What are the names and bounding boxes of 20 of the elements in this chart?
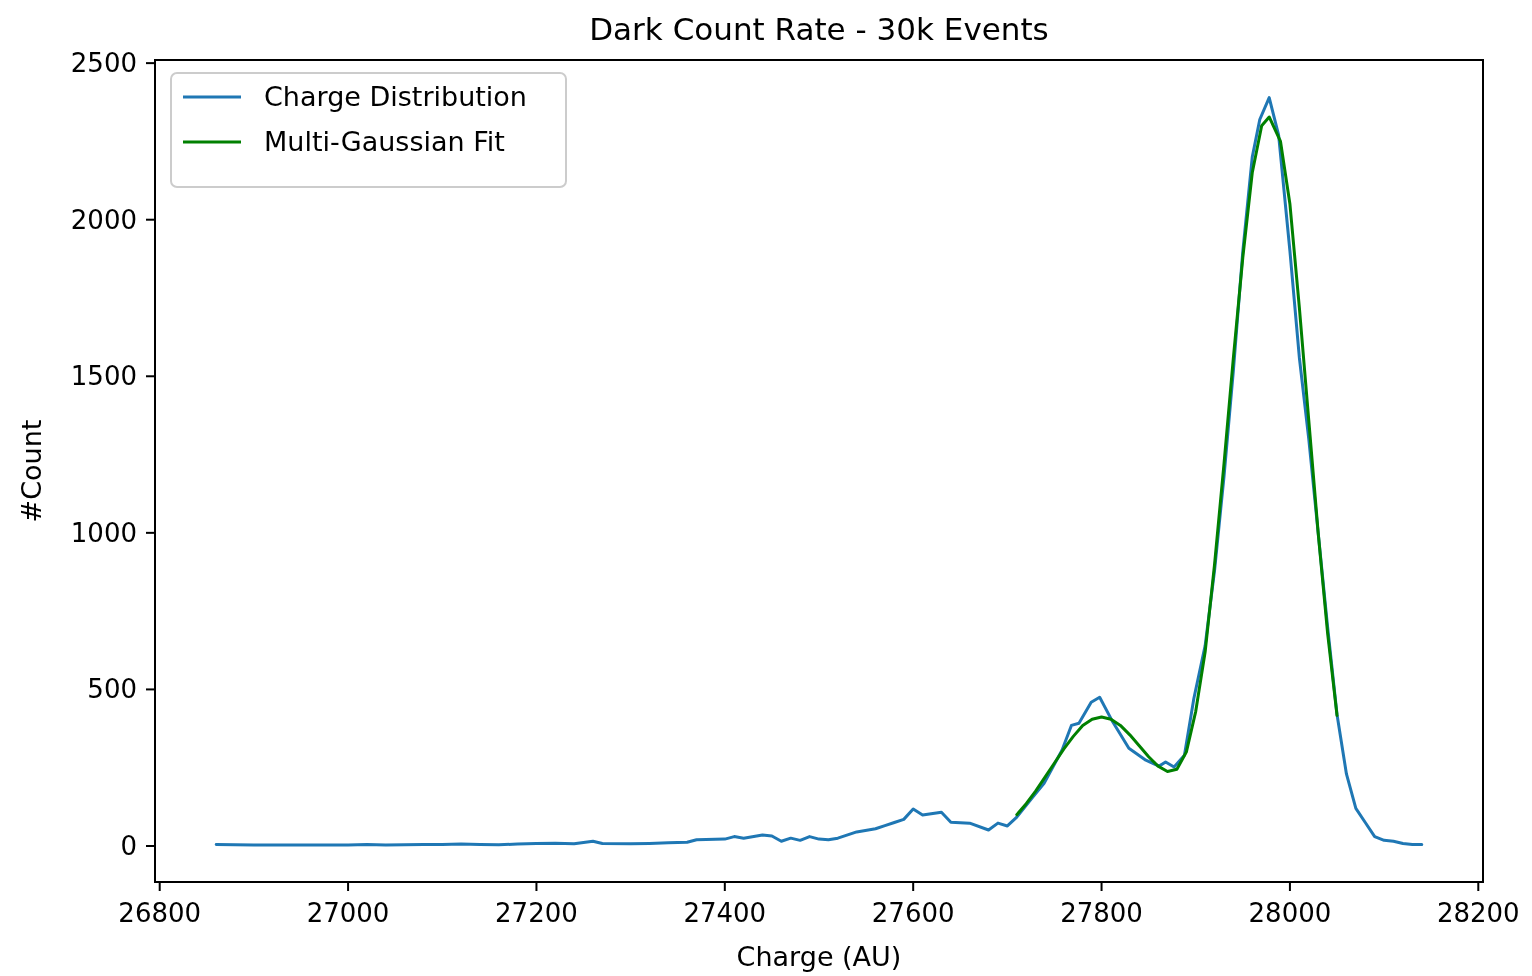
- x-axis-title: Charge (AU): [736, 941, 902, 972]
- x-tick-label: 28200: [1436, 898, 1520, 928]
- chart-title: Dark Count Rate - 30k Events: [589, 11, 1049, 47]
- y-tick-label: 0: [120, 830, 137, 861]
- x-tick-label: 28000: [1248, 898, 1332, 928]
- y-axis-title: #Count: [16, 419, 47, 523]
- legend-label: Multi-Gaussian Fit: [264, 126, 505, 157]
- x-tick-label: 27400: [683, 898, 767, 928]
- x-tick-label: 27200: [495, 898, 578, 928]
- y-tick-label: 1000: [70, 517, 137, 548]
- y-tick-label: 500: [87, 674, 137, 705]
- y-tick-label: 2000: [70, 204, 137, 235]
- x-tick-label: 27600: [871, 898, 955, 928]
- x-tick-label: 27000: [306, 898, 390, 928]
- legend-label: Charge Distribution: [264, 81, 527, 112]
- y-tick-label: 1500: [70, 361, 137, 392]
- line-series: [1015, 115, 1339, 817]
- x-tick-label: 26800: [118, 898, 202, 928]
- x-tick-label: 27800: [1060, 898, 1143, 928]
- y-tick-label: 2500: [70, 48, 137, 79]
